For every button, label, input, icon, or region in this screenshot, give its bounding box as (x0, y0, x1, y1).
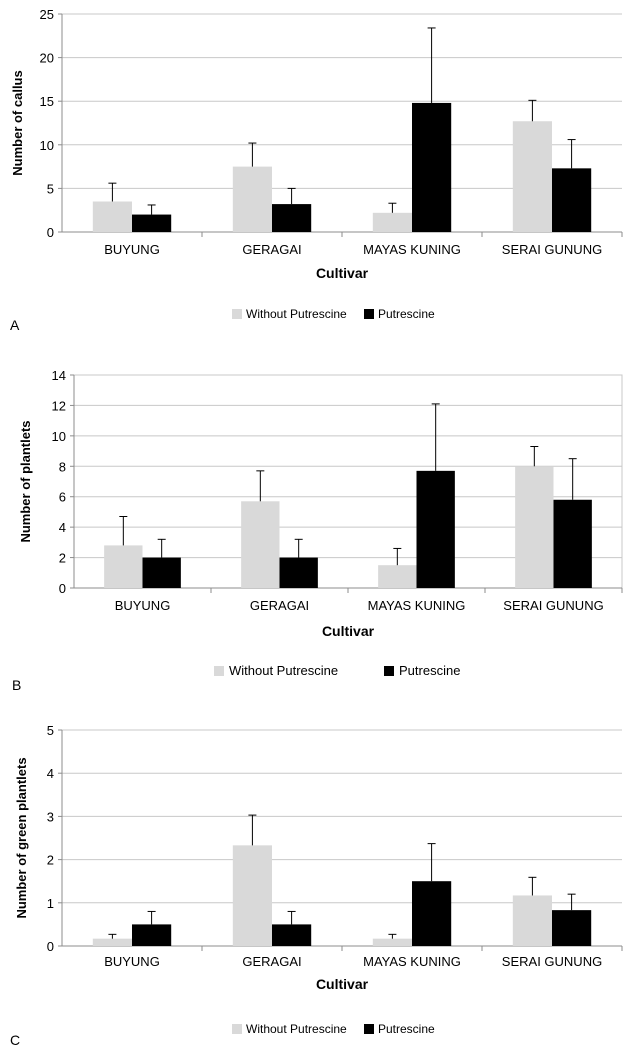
bar-putrescine (132, 214, 172, 232)
bar-without-putrescine (232, 166, 272, 232)
y-tick-label: 5 (47, 723, 54, 738)
bar-putrescine (412, 881, 452, 946)
legend-swatch (384, 666, 394, 676)
x-tick-label: MAYAS KUNING (363, 242, 461, 257)
bar-without-putrescine (232, 845, 272, 946)
y-tick-label: 20 (40, 51, 54, 66)
y-tick-label: 0 (47, 225, 54, 240)
bar-putrescine (272, 924, 312, 946)
y-axis-title: Number of plantlets (18, 420, 33, 542)
bar-putrescine (552, 168, 592, 232)
y-tick-label: 5 (47, 181, 54, 196)
x-tick-label: MAYAS KUNING (363, 954, 461, 969)
x-axis-title: Cultivar (316, 976, 369, 992)
legend-swatch (232, 309, 242, 319)
legend-label: Putrescine (378, 307, 435, 321)
x-axis-title: Cultivar (316, 265, 369, 281)
bar-without-putrescine (241, 501, 280, 588)
bar-putrescine (142, 557, 181, 588)
bar-without-putrescine (372, 212, 412, 232)
legend-label: Without Putrescine (246, 1022, 347, 1036)
legend-label: Without Putrescine (229, 663, 338, 678)
bar-without-putrescine (512, 121, 552, 232)
bar-putrescine (412, 102, 452, 232)
legend-swatch (364, 1024, 374, 1034)
legend: Without Putrescine Putrescine (232, 307, 435, 321)
y-tick-label: 4 (47, 766, 54, 781)
bar-putrescine (132, 924, 172, 946)
bar-putrescine (279, 557, 318, 588)
y-tick-label: 12 (52, 398, 66, 413)
y-tick-label: 8 (59, 459, 66, 474)
legend-label: Without Putrescine (246, 307, 347, 321)
panel-label: C (10, 1032, 20, 1048)
y-tick-label: 14 (52, 368, 66, 383)
x-tick-label: GERAGAI (242, 242, 301, 257)
bar-putrescine (272, 204, 312, 232)
y-tick-label: 15 (40, 94, 54, 109)
y-tick-label: 1 (47, 896, 54, 911)
x-tick-label: BUYUNG (115, 598, 171, 613)
bar-putrescine (553, 499, 592, 588)
x-tick-label: GERAGAI (242, 954, 301, 969)
bar-without-putrescine (372, 938, 412, 946)
bar-putrescine (552, 910, 592, 946)
legend: Without Putrescine Putrescine (232, 1022, 435, 1036)
bar-without-putrescine (515, 466, 554, 588)
x-tick-label: MAYAS KUNING (368, 598, 466, 613)
y-tick-label: 3 (47, 809, 54, 824)
y-axis-title: Number of green plantlets (14, 757, 29, 918)
legend-swatch (364, 309, 374, 319)
x-tick-label: BUYUNG (104, 242, 160, 257)
y-tick-label: 25 (40, 7, 54, 22)
y-tick-label: 0 (47, 939, 54, 954)
panel-label: B (12, 677, 21, 693)
legend-label: Putrescine (399, 663, 460, 678)
x-tick-label: SERAI GUNUNG (502, 954, 602, 969)
bar-without-putrescine (512, 895, 552, 946)
legend-label: Putrescine (378, 1022, 435, 1036)
panel-label: A (10, 317, 20, 333)
y-tick-label: 0 (59, 581, 66, 596)
x-tick-label: SERAI GUNUNG (502, 242, 602, 257)
y-tick-label: 4 (59, 520, 66, 535)
y-tick-label: 10 (52, 429, 66, 444)
x-tick-label: BUYUNG (104, 954, 160, 969)
bar-putrescine (416, 470, 455, 588)
x-axis-title: Cultivar (322, 623, 375, 639)
y-tick-label: 2 (59, 551, 66, 566)
x-tick-label: GERAGAI (250, 598, 309, 613)
y-axis-title: Number of callus (10, 70, 25, 175)
bar-without-putrescine (378, 565, 417, 588)
y-tick-label: 10 (40, 138, 54, 153)
chart-panel-c: 0 1 2 3 4 5 BUYUNG GERAGAI MAYAS KUNING SERAI GUN… (10, 723, 623, 1048)
chart-panel-b: 0 2 4 6 8 10 12 14 BUYUNG GERAGAI MAYAS KUNING SERA… (12, 368, 623, 693)
legend: Without Putrescine Putrescine (214, 663, 460, 678)
y-tick-label: 6 (59, 490, 66, 505)
legend-swatch (214, 666, 224, 676)
bar-without-putrescine (92, 201, 132, 232)
x-tick-label: SERAI GUNUNG (503, 598, 603, 613)
y-tick-label: 2 (47, 853, 54, 868)
bar-without-putrescine (92, 938, 132, 946)
chart-panel-a: 0 5 10 15 20 25 BUYUNG GERAGAI MAYAS KUNING SERAI… (10, 7, 623, 333)
legend-swatch (232, 1024, 242, 1034)
bar-without-putrescine (104, 545, 143, 588)
